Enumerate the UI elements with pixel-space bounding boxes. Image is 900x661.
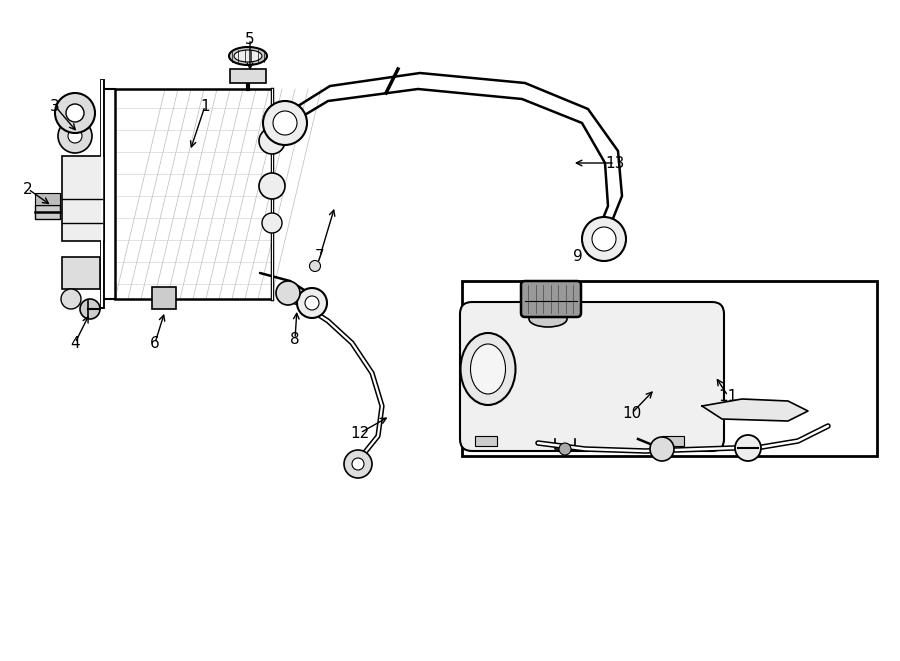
Circle shape xyxy=(68,129,82,143)
Text: 4: 4 xyxy=(70,336,80,350)
Ellipse shape xyxy=(234,50,262,62)
Circle shape xyxy=(80,299,100,319)
Circle shape xyxy=(735,435,761,461)
Polygon shape xyxy=(702,399,808,421)
Circle shape xyxy=(582,217,626,261)
Bar xyxy=(62,257,100,289)
Bar xyxy=(662,436,684,446)
Circle shape xyxy=(276,281,300,305)
Text: 9: 9 xyxy=(573,249,583,264)
Circle shape xyxy=(559,443,571,455)
Circle shape xyxy=(305,296,319,310)
Text: 3: 3 xyxy=(50,98,60,114)
Bar xyxy=(475,436,497,446)
Ellipse shape xyxy=(471,344,506,394)
Ellipse shape xyxy=(229,47,267,65)
Bar xyxy=(35,193,60,205)
Circle shape xyxy=(66,104,84,122)
Text: 13: 13 xyxy=(606,155,625,171)
Circle shape xyxy=(61,289,81,309)
Circle shape xyxy=(592,227,616,251)
Bar xyxy=(35,205,60,219)
Ellipse shape xyxy=(529,311,567,327)
Bar xyxy=(115,89,272,299)
Circle shape xyxy=(263,101,307,145)
Bar xyxy=(230,69,266,83)
Bar xyxy=(152,287,176,309)
Text: 12: 12 xyxy=(350,426,370,440)
Circle shape xyxy=(310,260,320,272)
Text: 7: 7 xyxy=(315,249,325,264)
Bar xyxy=(462,281,877,456)
Text: 11: 11 xyxy=(718,389,738,403)
Circle shape xyxy=(55,93,95,133)
FancyBboxPatch shape xyxy=(521,281,581,317)
Circle shape xyxy=(650,437,674,461)
Circle shape xyxy=(259,128,285,154)
Circle shape xyxy=(259,173,285,199)
Circle shape xyxy=(58,119,92,153)
Text: 1: 1 xyxy=(200,98,210,114)
Text: 10: 10 xyxy=(623,405,642,420)
Text: 6: 6 xyxy=(150,336,160,350)
Bar xyxy=(62,156,104,241)
Circle shape xyxy=(262,213,282,233)
FancyBboxPatch shape xyxy=(460,302,724,451)
Ellipse shape xyxy=(461,333,516,405)
Circle shape xyxy=(297,288,327,318)
Circle shape xyxy=(344,450,372,478)
Text: 8: 8 xyxy=(290,332,300,346)
Circle shape xyxy=(352,458,364,470)
Circle shape xyxy=(273,111,297,135)
Text: 2: 2 xyxy=(23,182,32,196)
Text: 5: 5 xyxy=(245,32,255,46)
